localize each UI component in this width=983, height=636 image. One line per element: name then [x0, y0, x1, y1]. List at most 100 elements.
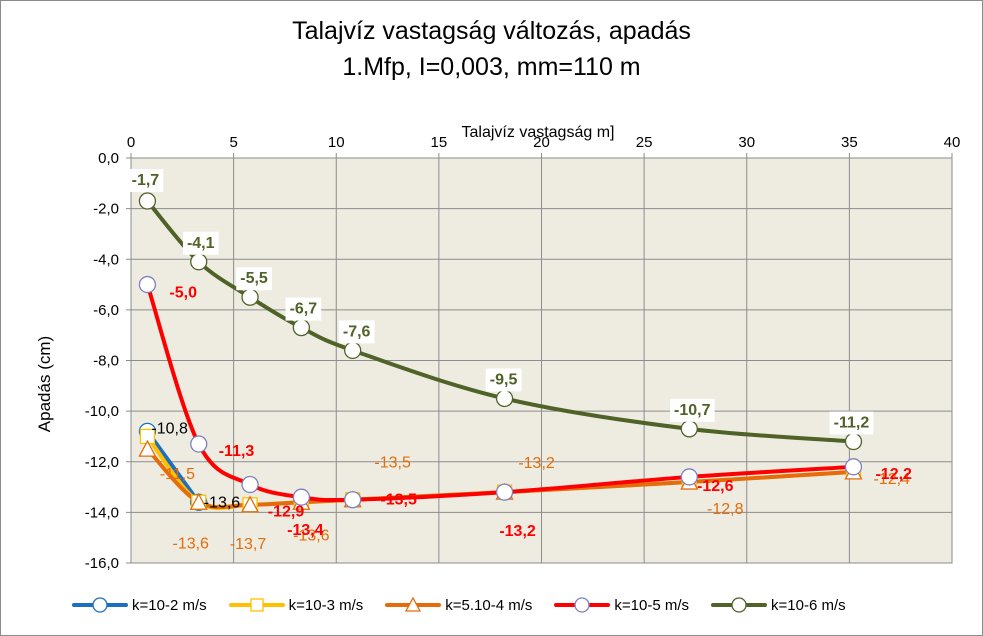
data-label: -12,6 [697, 478, 734, 495]
x-tick-label: 40 [944, 134, 961, 151]
y-tick-label: 0,0 [98, 150, 119, 167]
legend-swatch [72, 597, 128, 613]
data-label: -13,4 [287, 522, 324, 539]
data-label: -12,2 [875, 466, 912, 483]
x-tick-label: 5 [229, 134, 237, 151]
y-tick-label: -16,0 [85, 555, 119, 572]
data-label: -13,5 [380, 492, 417, 509]
x-tick-label: 20 [533, 134, 550, 151]
y-tick-label: -4,0 [93, 251, 119, 268]
y-tick-label: -14,0 [85, 504, 119, 521]
legend-item: k=10-3 m/s [228, 595, 364, 615]
legend-swatch [228, 598, 285, 612]
legend-swatch [711, 597, 767, 613]
data-point [138, 439, 157, 457]
data-label: -13,5 [374, 455, 411, 472]
data-point [190, 253, 208, 271]
legend-item: k=10-2 m/s [72, 595, 207, 615]
data-label: -7,6 [343, 323, 371, 340]
data-point [844, 458, 863, 476]
data-label: -11,3 [219, 443, 255, 460]
data-label: -1,7 [132, 172, 160, 189]
data-point [680, 420, 698, 438]
y-tick-label: -12,0 [85, 454, 119, 471]
data-label-box [285, 297, 322, 321]
y-tick-label: -8,0 [93, 353, 119, 370]
x-tick-label: 30 [738, 134, 755, 151]
legend-marker [92, 597, 108, 613]
legend-item: k=10-6 m/s [711, 595, 846, 615]
data-point [495, 389, 514, 408]
data-point [680, 468, 698, 486]
legend-label: k=10-6 m/s [771, 596, 846, 614]
data-label: -13,2 [518, 455, 555, 472]
legend-marker [249, 598, 264, 612]
data-point [495, 483, 514, 501]
data-label: -12,9 [268, 504, 305, 521]
series-markers [138, 192, 863, 513]
data-point [189, 492, 208, 510]
data-label: -12,4 [873, 471, 910, 488]
data-point [138, 275, 157, 294]
axes: 0 5 10 15 20 25 30 35 40 0,0 -2,0 -4,0 -6,0 -8,0 -10,0… [85, 134, 961, 572]
data-point [844, 432, 863, 451]
legend-marker [731, 597, 747, 613]
y-tick-label: -10,0 [85, 403, 119, 420]
data-label-box [127, 169, 164, 193]
x-tick-label: 25 [636, 134, 653, 151]
data-label-box [670, 398, 715, 422]
data-point [344, 491, 362, 509]
data-point [190, 435, 208, 453]
legend-item: k=5.10-4 m/s [385, 595, 532, 615]
x-tick-label: 10 [328, 134, 345, 151]
legend-item: k=10-5 m/s [554, 595, 689, 615]
data-label-box [829, 411, 874, 435]
data-point [240, 495, 260, 513]
data-point [241, 475, 259, 494]
data-point [292, 318, 311, 337]
data-label: -12,8 [707, 501, 744, 518]
data-label-box [338, 320, 375, 344]
grid-lines [130, 157, 953, 564]
data-point [241, 288, 259, 306]
x-tick-label: 0 [127, 134, 135, 151]
legend-marker [405, 596, 422, 612]
data-label: -13,6 [293, 527, 330, 544]
data-label-box [236, 267, 272, 291]
legend-label: k=10-2 m/s [132, 596, 207, 614]
legend-swatch [554, 597, 611, 613]
legend-marker [574, 597, 591, 613]
y-axis-title: Apadás (cm) [35, 336, 54, 432]
data-point [138, 192, 157, 210]
data-label: -11,2 [834, 415, 870, 432]
data-label: -13,6 [172, 535, 209, 552]
data-label: -9,5 [490, 371, 518, 388]
data-label: -6,7 [290, 301, 318, 318]
legend-label: k=10-3 m/s [288, 596, 364, 614]
data-label: -10,7 [674, 402, 711, 419]
data-labels: -10,8 -13,6 -11,5 -13,6 -13,7 -13,6 -13,5 -13,2… [127, 169, 912, 553]
data-label: -5,0 [169, 285, 197, 302]
x-axis-title: Talajvíz vastagság m] [462, 124, 615, 141]
data-label: -13,6 [204, 494, 241, 511]
legend-label: k=10-5 m/s [614, 596, 689, 614]
data-label: -4,1 [187, 235, 215, 252]
y-tick-label: -6,0 [93, 302, 119, 319]
y-tick-label: -2,0 [93, 201, 119, 218]
data-label: -10,8 [151, 420, 188, 437]
data-label-box [485, 368, 522, 392]
legend: k=10-2 m/s k=10-3 m/s k=5.10-4 m/s k=10-5 m… [72, 592, 868, 618]
data-point [344, 341, 362, 360]
data-label: -11,5 [160, 466, 195, 483]
chart-title-line-2: 1.Mfp, I=0,003, mm=110 m [342, 53, 641, 81]
data-label-box [182, 231, 219, 255]
data-label: -13,2 [499, 523, 536, 540]
x-tick-label: 15 [431, 134, 448, 151]
legend-label: k=5.10-4 m/s [445, 596, 533, 614]
chart-title-line-1: Talajvíz vastagság változás, apadás [292, 17, 691, 45]
legend-swatch [385, 596, 442, 612]
data-point [292, 488, 311, 506]
data-label: -13,7 [230, 536, 267, 553]
x-tick-label: 35 [841, 134, 858, 151]
